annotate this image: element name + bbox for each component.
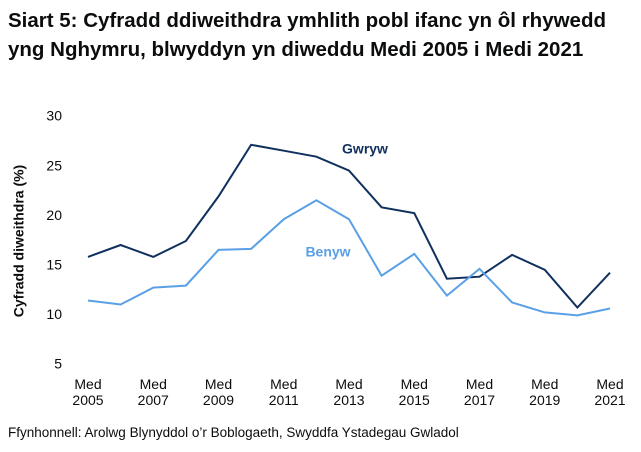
x-tick-label: Med 2005	[72, 376, 104, 408]
x-tick-label: Med 2019	[529, 376, 561, 408]
y-tick-label: 5	[54, 356, 62, 372]
series-line	[87, 199, 611, 317]
series-label: Gwryw	[342, 141, 388, 157]
source-note: Ffynhonnell: Arolwg Blynyddol o’r Boblog…	[8, 425, 459, 440]
x-tick-label: Med 2017	[463, 376, 496, 408]
x-tick-label: Med 2011	[268, 376, 299, 408]
y-tick-label: 30	[46, 108, 62, 124]
y-tick-label: 20	[46, 207, 62, 223]
x-tick-label: Med 2009	[202, 376, 235, 408]
y-axis-label: Cyfradd diweithdra (%)	[11, 165, 27, 317]
y-tick-label: 25	[46, 157, 62, 173]
series-label: Benyw	[305, 244, 350, 260]
series-line	[87, 143, 611, 309]
chart-title: Siart 5: Cyfradd ddiweithdra ymhlith pob…	[8, 9, 606, 61]
x-tick-label: Med 2015	[398, 376, 430, 408]
y-tick-label: 10	[46, 306, 62, 322]
x-tick-label: Med 2013	[333, 376, 365, 408]
x-tick-label: Med 2021	[594, 376, 626, 408]
x-tick-label: Med 2007	[137, 376, 169, 408]
y-tick-label: 15	[46, 257, 62, 273]
